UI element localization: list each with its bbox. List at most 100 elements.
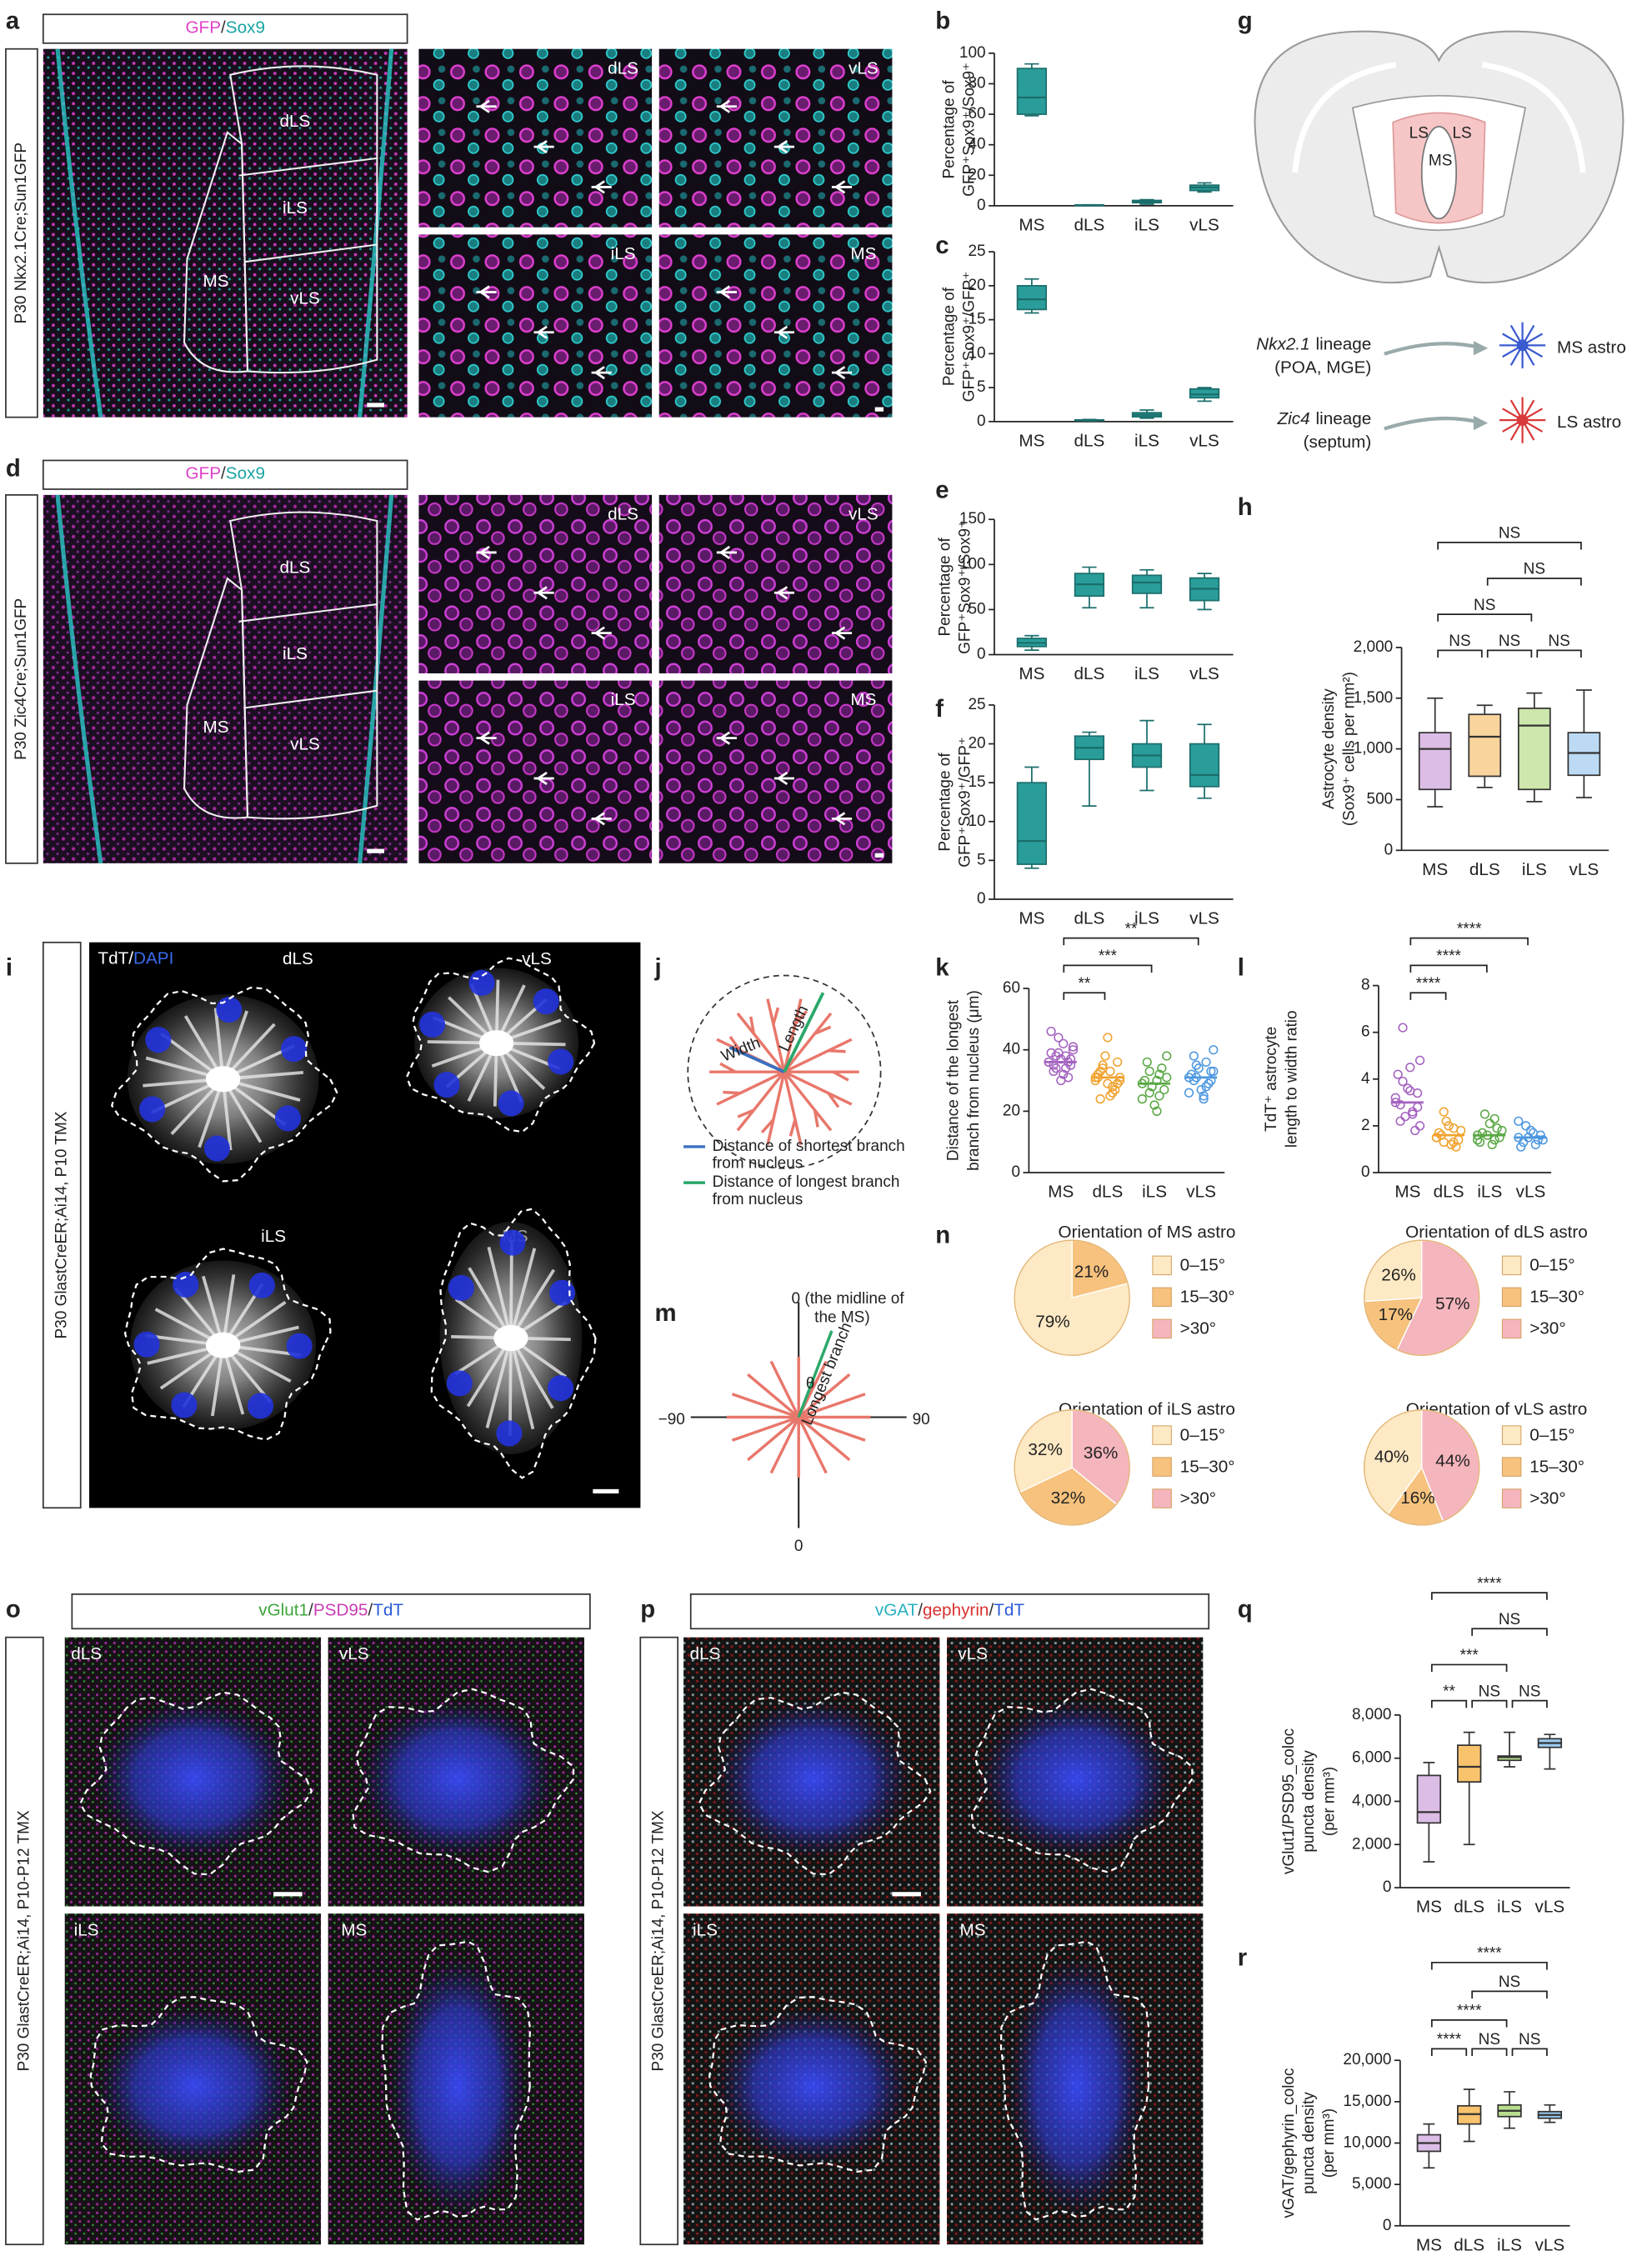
significance-label: ** xyxy=(1078,975,1090,993)
astrocyte-signal xyxy=(96,1699,293,1858)
label-box xyxy=(5,48,38,418)
image-label: iLS xyxy=(283,198,308,218)
scale-bar xyxy=(367,403,384,408)
panel-letter: e xyxy=(935,476,949,503)
data-point xyxy=(1157,1063,1167,1073)
pie-label: 16% xyxy=(1400,1488,1434,1508)
x-tick-label: MS xyxy=(1019,664,1044,683)
soma xyxy=(205,1066,241,1093)
box xyxy=(1517,708,1551,791)
legend-swatch xyxy=(1152,1318,1172,1339)
legend-label: >30° xyxy=(1529,1488,1565,1508)
y-axis-label: Percentage of xyxy=(936,753,954,852)
x-tick-label: iLS xyxy=(1134,909,1159,928)
pie-label: 40% xyxy=(1374,1448,1409,1467)
astro-process xyxy=(747,1373,800,1418)
nucleus xyxy=(133,1331,160,1358)
lineage-arrow xyxy=(1384,342,1483,356)
arrow xyxy=(773,586,795,600)
legend-label: 0–15° xyxy=(1180,1256,1225,1275)
y-tick-label: 5 xyxy=(977,851,986,868)
branch-label: Longest branch xyxy=(798,1320,856,1428)
header-part: GFP xyxy=(185,464,221,483)
panel-letter: l xyxy=(1238,954,1244,982)
significance-bracket xyxy=(1471,1628,1548,1636)
data-point xyxy=(1538,1135,1548,1145)
y-tick-label: 15 xyxy=(969,773,986,791)
y-tick-label: 5 xyxy=(977,378,986,396)
astro-process xyxy=(766,998,786,1073)
data-point xyxy=(1108,1088,1118,1098)
data-point xyxy=(1408,1107,1418,1117)
y-tick-label: 8,000 xyxy=(1352,1706,1392,1723)
lineage-label: Zic4 lineage xyxy=(1276,410,1371,429)
pie-label: 79% xyxy=(1035,1313,1069,1332)
panel-letter: q xyxy=(1238,1596,1253,1623)
arrow xyxy=(476,99,497,113)
whisker-low xyxy=(1082,596,1097,609)
data-point xyxy=(1149,1100,1159,1110)
whisker-high xyxy=(1423,1761,1435,1776)
astrocyte-process xyxy=(509,1248,537,1339)
whisker-high xyxy=(1427,697,1444,733)
significance-bracket xyxy=(1430,1961,1548,1970)
image-label: dLS xyxy=(608,58,638,78)
whisker-high xyxy=(1575,689,1592,733)
y-axis-label: TdT⁺ astrocyte xyxy=(1263,1027,1280,1132)
legend-swatch xyxy=(1501,1318,1522,1339)
whisker-low xyxy=(1476,776,1493,788)
whisker-high xyxy=(1544,2103,1556,2112)
x-tick-label: vLS xyxy=(1186,1183,1216,1202)
image-label: MS xyxy=(850,244,876,263)
whisker-high xyxy=(1024,63,1039,69)
y-tick-label: 15,000 xyxy=(1343,2093,1391,2110)
x-tick-label: vLS xyxy=(1535,2235,1565,2254)
nucleus xyxy=(216,997,243,1023)
x-tick-label: vLS xyxy=(1189,664,1219,683)
header-part: TdT xyxy=(994,1601,1024,1620)
header-part: / xyxy=(221,464,226,483)
significance-label: NS xyxy=(1499,1973,1520,1991)
y-tick-label: 50 xyxy=(969,600,986,618)
arrow xyxy=(831,626,853,640)
whisker-low xyxy=(1197,786,1212,799)
significance-label: **** xyxy=(1477,1944,1502,1962)
significance-bracket xyxy=(1430,1592,1548,1600)
image-label: MS xyxy=(960,1920,986,1939)
astro-process xyxy=(783,1012,833,1073)
y-tick-label: 10 xyxy=(969,344,986,362)
nucleus xyxy=(171,1392,198,1418)
whisker-low xyxy=(1463,2123,1475,2143)
data-point xyxy=(1398,1023,1408,1033)
x-tick-label: vLS xyxy=(1189,909,1219,928)
data-point xyxy=(1162,1051,1172,1061)
label-box xyxy=(71,1593,591,1630)
arrow xyxy=(591,626,612,640)
scale-bar xyxy=(367,848,384,853)
image-label: dLS xyxy=(71,1644,102,1663)
y-axis-label: GFP⁺Sox9⁺/GFP⁺ xyxy=(956,737,974,868)
pie-rim xyxy=(1363,1239,1480,1356)
lineage-word: lineage xyxy=(1316,335,1372,354)
y-axis-label: vGAT/gephyrin_coloc xyxy=(1280,2068,1298,2218)
region-divider xyxy=(238,603,378,709)
astrocyte-process xyxy=(508,1338,513,1436)
data-point xyxy=(1519,1137,1529,1148)
whisker-low xyxy=(1082,759,1097,807)
cell-outline xyxy=(708,1996,928,2173)
panel-header: vGAT/gephyrin/TdT xyxy=(875,1601,1024,1620)
data-point xyxy=(1487,1139,1497,1149)
data-point xyxy=(1103,1078,1113,1088)
arrow xyxy=(831,366,853,380)
side-label: P30 Nkx2.1Cre;Sun1GFP xyxy=(13,143,30,323)
significance-bracket xyxy=(1063,937,1199,946)
significance-label: **** xyxy=(1457,2003,1482,2020)
data-point xyxy=(1105,1066,1115,1077)
x-tick-label: dLS xyxy=(1469,860,1500,879)
x-tick-label: iLS xyxy=(1134,216,1159,235)
micrograph xyxy=(658,680,893,863)
image-label: vLS xyxy=(290,735,320,754)
significance-bracket xyxy=(1437,649,1483,658)
x-tick-label: vLS xyxy=(1516,1183,1546,1202)
whisker-high xyxy=(1463,2088,1475,2106)
